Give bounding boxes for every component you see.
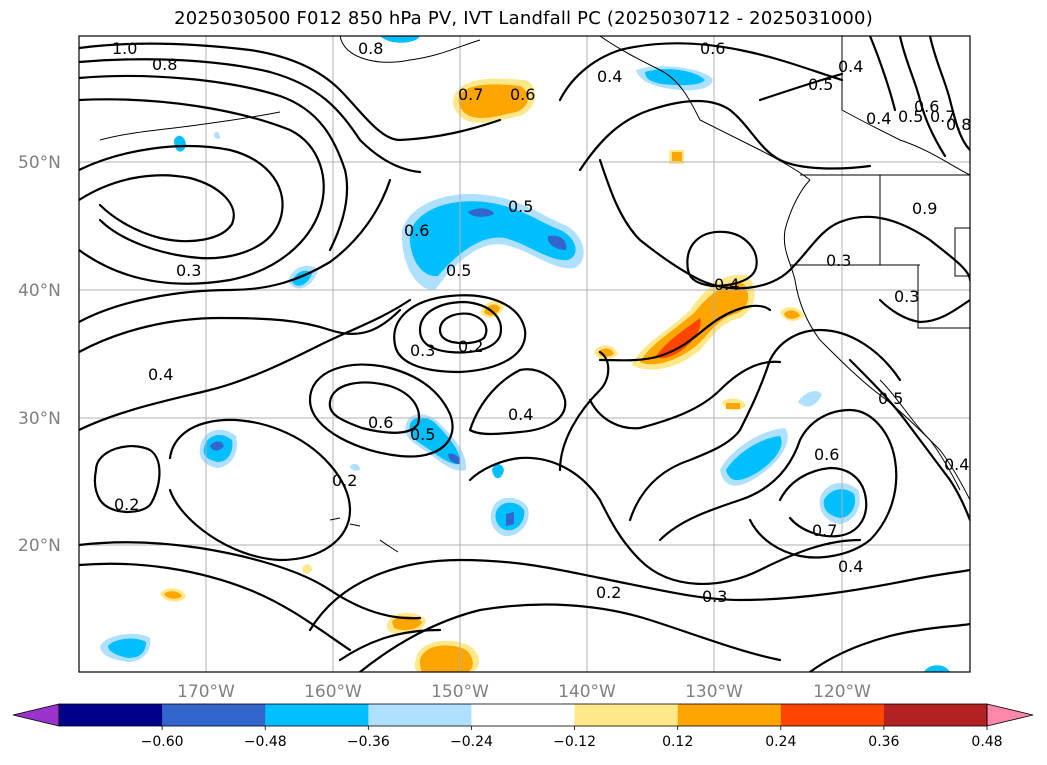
colorbar-cell xyxy=(59,704,163,726)
colorbar-max-extension xyxy=(987,704,1033,726)
colorbar-tick-label: −0.36 xyxy=(347,734,390,750)
lon-label: 120°W xyxy=(813,682,871,702)
lon-label: 130°W xyxy=(685,682,743,702)
colorbar-cell xyxy=(368,704,472,726)
lat-axis: 50°N 40°N 30°N 20°N xyxy=(18,153,61,556)
contour-label: 0.6 xyxy=(814,445,839,464)
colorbar-tick-label: 0.36 xyxy=(868,734,899,750)
contour-labels: 1.0 0.8 0.8 0.7 0.6 0.6 0.4 0.5 0.4 0.4 … xyxy=(112,39,971,606)
contour-label: 0.2 xyxy=(114,495,139,514)
colorbar-tick-label: −0.60 xyxy=(141,734,184,750)
map-title: 2025030500 F012 850 hPa PV, IVT Landfall… xyxy=(174,8,873,29)
colorbar-tick-label: −0.48 xyxy=(244,734,287,750)
colorbar-cell xyxy=(780,704,885,726)
contour-label: 0.8 xyxy=(946,115,971,134)
colorbar-tick-label: 0.12 xyxy=(662,734,693,750)
contour-label: 0.4 xyxy=(714,275,739,294)
contour-label: 0.7 xyxy=(458,85,483,104)
contour-label: 0.6 xyxy=(914,97,939,116)
colorbar-cell xyxy=(265,704,369,726)
contour-label: 0.4 xyxy=(838,557,863,576)
contour-label: 0.3 xyxy=(826,251,851,270)
colorbar-tick-label: −0.12 xyxy=(553,734,596,750)
lat-label: 40°N xyxy=(18,281,61,301)
colorbar-cell xyxy=(574,704,679,726)
contour-label: 0.8 xyxy=(358,39,383,58)
contour-label: 0.9 xyxy=(912,199,937,218)
contour-label: 0.4 xyxy=(597,67,622,86)
contour-label: 0.4 xyxy=(148,365,173,384)
lon-label: 160°W xyxy=(304,682,362,702)
map-frame xyxy=(78,35,971,673)
contour-label: 0.3 xyxy=(702,587,727,606)
colorbar-tick-label: 0.48 xyxy=(971,734,1002,750)
colorbar-cell xyxy=(471,704,576,726)
contour-label: 0.4 xyxy=(944,455,969,474)
contour-label: 0.5 xyxy=(446,261,471,280)
contour-label: 0.6 xyxy=(700,39,725,58)
contour-label: 0.2 xyxy=(596,583,621,602)
contour-label: 0.7 xyxy=(812,521,837,540)
colorbar: −0.60 −0.48 −0.36 −0.24 −0.12 0.12 0.24 0.36 0.4… xyxy=(12,703,1034,750)
pv-contours xyxy=(79,36,970,672)
colorbar-cell xyxy=(677,704,782,726)
contour-label: 0.5 xyxy=(898,107,923,126)
lat-label: 20°N xyxy=(18,536,61,556)
colorbar-tick-label: 0.24 xyxy=(765,734,796,750)
lat-label: 50°N xyxy=(18,153,61,173)
contour-label: 0.3 xyxy=(894,287,919,306)
contour-label: 0.4 xyxy=(508,405,533,424)
contour-label: 1.0 xyxy=(112,39,137,58)
colorbar-cell xyxy=(883,704,988,726)
lon-axis: 170°W 160°W 150°W 140°W 130°W 120°W xyxy=(177,682,871,702)
map-panel xyxy=(79,36,970,672)
shaded-anomalies xyxy=(100,36,950,672)
lon-label: 140°W xyxy=(558,682,616,702)
contour-label: 0.4 xyxy=(866,109,891,128)
lon-label: 150°W xyxy=(431,682,489,702)
contour-label: 0.2 xyxy=(458,337,483,356)
contour-label: 0.4 xyxy=(838,57,863,76)
colorbar-tick-label: −0.24 xyxy=(450,734,493,750)
contour-label: 0.6 xyxy=(510,85,535,104)
lon-label: 170°W xyxy=(177,682,235,702)
colorbar-min-extension xyxy=(13,704,59,726)
contour-label: 0.6 xyxy=(368,413,393,432)
contour-label: 0.7 xyxy=(930,107,955,126)
contour-label: 0.5 xyxy=(878,389,903,408)
lat-label: 30°N xyxy=(18,409,61,429)
contour-label: 0.5 xyxy=(808,75,833,94)
colorbar-cell xyxy=(162,704,266,726)
contour-label: 0.3 xyxy=(176,261,201,280)
contour-label: 0.6 xyxy=(404,221,429,240)
contour-label: 0.5 xyxy=(508,197,533,216)
contour-label: 0.2 xyxy=(332,471,357,490)
contour-label: 0.5 xyxy=(410,425,435,444)
contour-label: 0.3 xyxy=(410,341,435,360)
contour-label: 0.8 xyxy=(152,55,177,74)
